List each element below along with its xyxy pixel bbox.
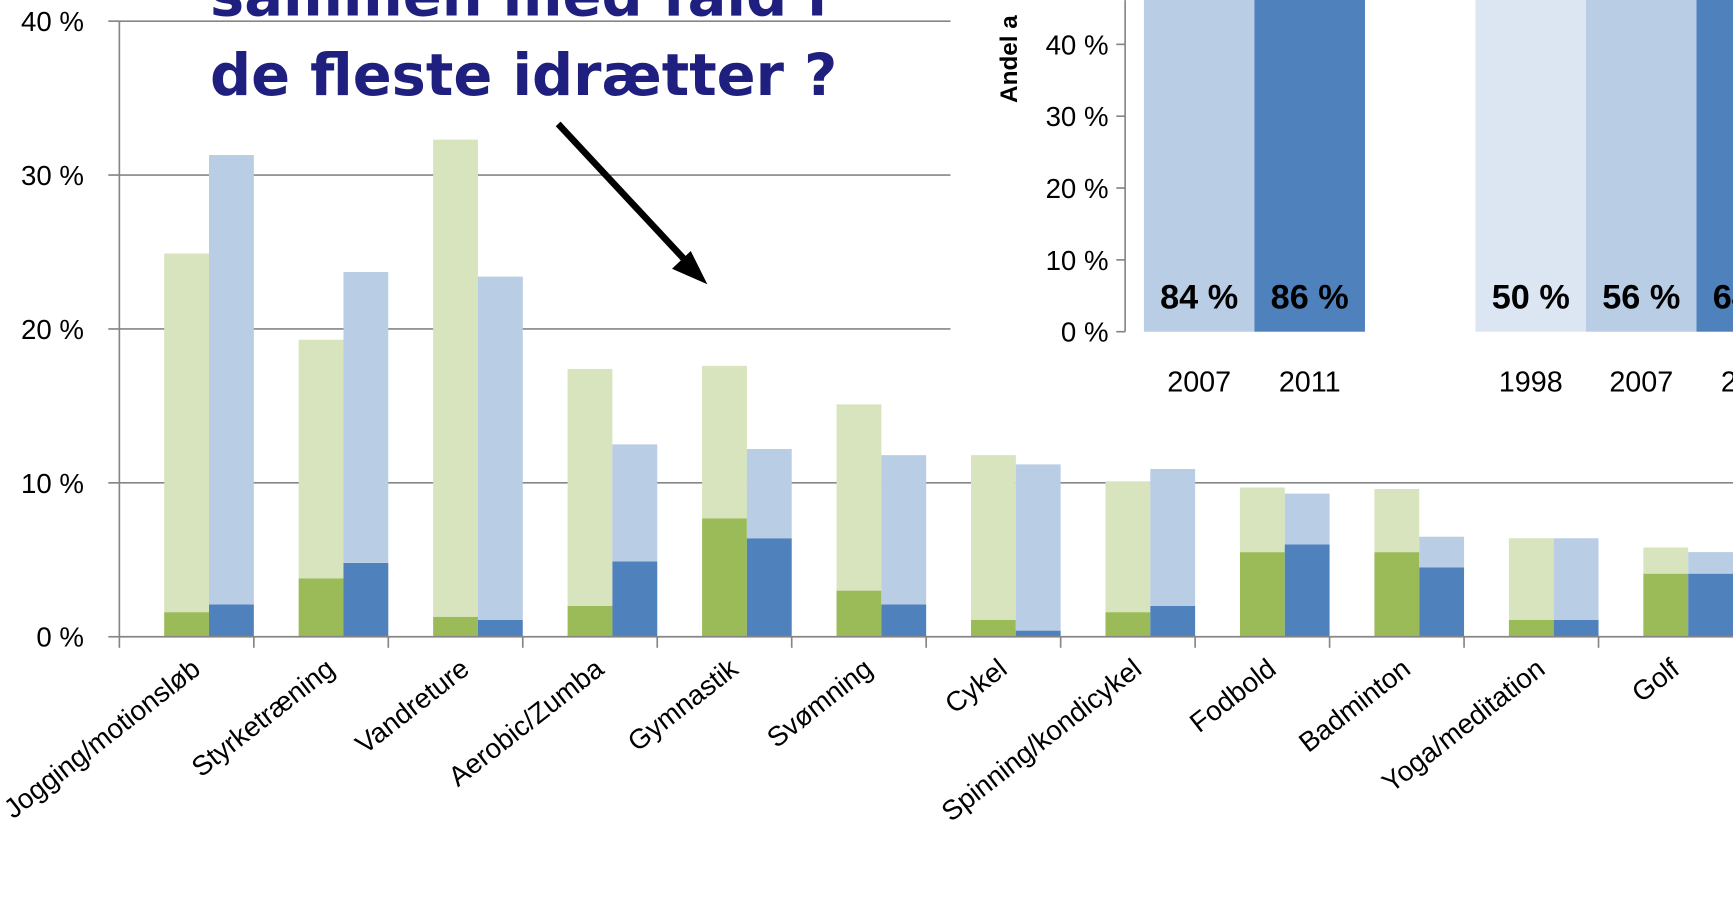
bar-segment bbox=[1419, 536, 1465, 568]
bar bbox=[1254, 0, 1365, 332]
x-tick-label: Fodbold bbox=[1184, 652, 1282, 738]
bar-segment bbox=[836, 590, 882, 637]
x-tick-label: 2007 bbox=[1167, 366, 1231, 398]
bar-segment bbox=[612, 444, 658, 562]
value-label: 86 % bbox=[1271, 279, 1349, 317]
bar-segment bbox=[1284, 544, 1330, 637]
y-tick-label: 30 % bbox=[21, 160, 84, 191]
arrow-head bbox=[671, 251, 708, 285]
y-tick-label: 20 % bbox=[1046, 173, 1109, 204]
bar-segment bbox=[1015, 464, 1061, 631]
bar-segment bbox=[746, 448, 792, 539]
bar-segment bbox=[298, 339, 344, 579]
bar-segment bbox=[1105, 612, 1151, 637]
bar-segment bbox=[971, 455, 1016, 620]
bar-segment bbox=[1508, 538, 1554, 620]
bar-segment bbox=[612, 561, 658, 637]
bar-segment bbox=[881, 604, 927, 637]
value-label: 84 % bbox=[1160, 279, 1238, 317]
bar-segment bbox=[1643, 547, 1689, 574]
bar-segment bbox=[567, 605, 613, 637]
bar-segment bbox=[1553, 619, 1599, 637]
bar-segment bbox=[1239, 552, 1285, 637]
bar-segment bbox=[343, 272, 389, 563]
x-tick-label: Golf bbox=[1626, 652, 1685, 708]
bar-segment bbox=[746, 538, 792, 637]
x-tick-label: Badminton bbox=[1293, 652, 1416, 758]
bar-segment bbox=[1688, 552, 1733, 574]
y-tick-label: 40 % bbox=[21, 6, 84, 37]
bar-segment bbox=[702, 518, 747, 637]
x-tick-label: Cykel bbox=[939, 652, 1013, 719]
bar-segment bbox=[1374, 552, 1420, 637]
bar-segment bbox=[836, 404, 882, 591]
bar-segment bbox=[567, 368, 613, 606]
x-tick-label: 2011 bbox=[1721, 366, 1733, 398]
bar-segment bbox=[433, 616, 478, 637]
bar-segment bbox=[298, 578, 344, 637]
bar-segment bbox=[1374, 489, 1420, 553]
bar-segment bbox=[1553, 538, 1599, 620]
bar bbox=[1696, 0, 1733, 332]
bar-segment bbox=[1508, 619, 1554, 637]
value-label: 56 % bbox=[1602, 279, 1680, 317]
bar-segment bbox=[477, 276, 523, 620]
y-tick-label: 10 % bbox=[21, 468, 84, 499]
y-tick-label: 0 % bbox=[1061, 317, 1109, 348]
bar-segment bbox=[1688, 573, 1733, 637]
y-tick-label: 20 % bbox=[21, 314, 84, 345]
bar-segment bbox=[702, 365, 747, 519]
x-tick-label: 2007 bbox=[1609, 366, 1673, 398]
bar bbox=[1586, 0, 1697, 332]
bar-segment bbox=[1419, 567, 1465, 637]
annotation-line: de fleste idrætter ? bbox=[210, 42, 837, 109]
bar-segment bbox=[1015, 630, 1061, 637]
bar-segment bbox=[477, 619, 523, 637]
bar bbox=[1143, 0, 1255, 332]
bar-segment bbox=[164, 253, 210, 613]
x-tick-label: Svømning bbox=[761, 652, 878, 753]
bar-segment bbox=[1150, 469, 1196, 606]
bar-segment bbox=[1284, 493, 1330, 545]
bar-segment bbox=[971, 619, 1016, 637]
bar-segment bbox=[1239, 487, 1285, 553]
bar bbox=[1475, 0, 1587, 332]
bar-segment bbox=[1150, 605, 1196, 637]
x-tick-label: Jogging/motionsløb bbox=[0, 652, 206, 824]
bar-segment bbox=[881, 455, 927, 605]
x-tick-label: Styrketræning bbox=[186, 652, 341, 782]
x-tick-label: 1998 bbox=[1499, 366, 1563, 398]
y-axis-label: Andel a bbox=[996, 15, 1023, 103]
x-tick-label: 2011 bbox=[1279, 366, 1341, 398]
x-tick-label: Vandreture bbox=[350, 652, 475, 759]
bar-segment bbox=[209, 604, 254, 637]
annotation-line: sammen med fald i bbox=[210, 0, 827, 30]
bar-segment bbox=[433, 139, 478, 617]
value-label: 64 % bbox=[1713, 279, 1733, 317]
y-tick-label: 10 % bbox=[1046, 245, 1109, 276]
x-tick-label: Gymnastik bbox=[622, 652, 744, 757]
arrow-shaft bbox=[555, 121, 697, 273]
bar-segment bbox=[1105, 481, 1151, 613]
bar-segment bbox=[209, 155, 254, 605]
inset-chart: 0 % 10 % 20 % 30 % 40 % Andel a 84 % 86 % 50 % 56… bbox=[950, 0, 1733, 421]
y-tick-label: 0 % bbox=[36, 622, 84, 653]
annotation: sammen med fald i de fleste idrætter ? bbox=[210, 0, 837, 285]
y-tick-label: 30 % bbox=[1046, 101, 1109, 132]
y-tick-label: 40 % bbox=[1046, 29, 1109, 60]
bar-segment bbox=[1643, 573, 1689, 637]
value-label: 50 % bbox=[1492, 279, 1570, 317]
bar-segment bbox=[164, 612, 210, 637]
bar-segment bbox=[343, 562, 389, 637]
